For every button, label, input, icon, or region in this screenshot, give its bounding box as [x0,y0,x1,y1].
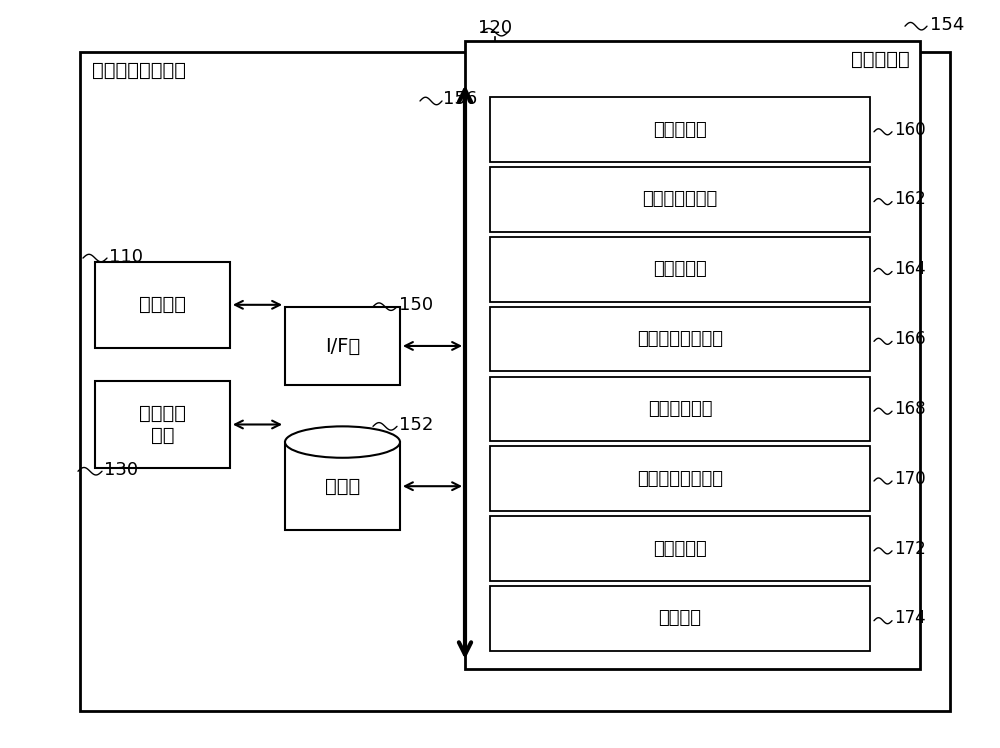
FancyBboxPatch shape [490,377,870,441]
Text: 172: 172 [894,539,926,557]
FancyBboxPatch shape [95,262,230,348]
Text: 发光源候补排除部: 发光源候补排除部 [637,470,723,488]
FancyBboxPatch shape [285,442,400,530]
Text: 移动量导出部: 移动量导出部 [648,400,712,418]
Text: 130: 130 [104,461,138,479]
Text: 拍摄装置: 拍摄装置 [139,295,186,314]
Text: 170: 170 [894,470,926,488]
Text: 156: 156 [443,91,477,108]
Text: 中央控制部: 中央控制部 [851,50,910,69]
Text: 168: 168 [894,400,926,418]
Ellipse shape [285,426,400,458]
Text: 152: 152 [399,416,433,434]
Text: 车外环境识别装置: 车外环境识别装置 [92,61,186,80]
FancyBboxPatch shape [465,41,920,669]
Text: 位置信息导出部: 位置信息导出部 [642,191,718,209]
Text: I/F部: I/F部 [325,337,360,355]
Text: 160: 160 [894,120,926,138]
Text: 车辆确定部: 车辆确定部 [653,260,707,278]
Text: 面积变换部: 面积变换部 [653,539,707,557]
Text: 120: 120 [478,19,512,37]
Text: 灯判定部: 灯判定部 [658,610,702,628]
FancyBboxPatch shape [80,52,950,711]
FancyBboxPatch shape [490,97,870,162]
FancyBboxPatch shape [490,516,870,581]
FancyBboxPatch shape [95,381,230,468]
FancyBboxPatch shape [490,237,870,301]
Text: 150: 150 [399,296,433,314]
Text: 发光源候补确定部: 发光源候补确定部 [637,330,723,348]
Text: 车辆控制
装置: 车辆控制 装置 [139,404,186,445]
Text: 162: 162 [894,191,926,209]
Text: 154: 154 [930,16,964,34]
FancyBboxPatch shape [490,586,870,651]
FancyBboxPatch shape [490,167,870,232]
Text: 110: 110 [109,248,143,266]
FancyBboxPatch shape [490,307,870,371]
FancyBboxPatch shape [490,447,870,511]
Text: 166: 166 [894,330,926,348]
Text: 164: 164 [894,260,926,278]
Text: 174: 174 [894,610,926,628]
Text: 图像处理部: 图像处理部 [653,120,707,138]
Text: 存储部: 存储部 [325,476,360,496]
FancyBboxPatch shape [285,307,400,385]
